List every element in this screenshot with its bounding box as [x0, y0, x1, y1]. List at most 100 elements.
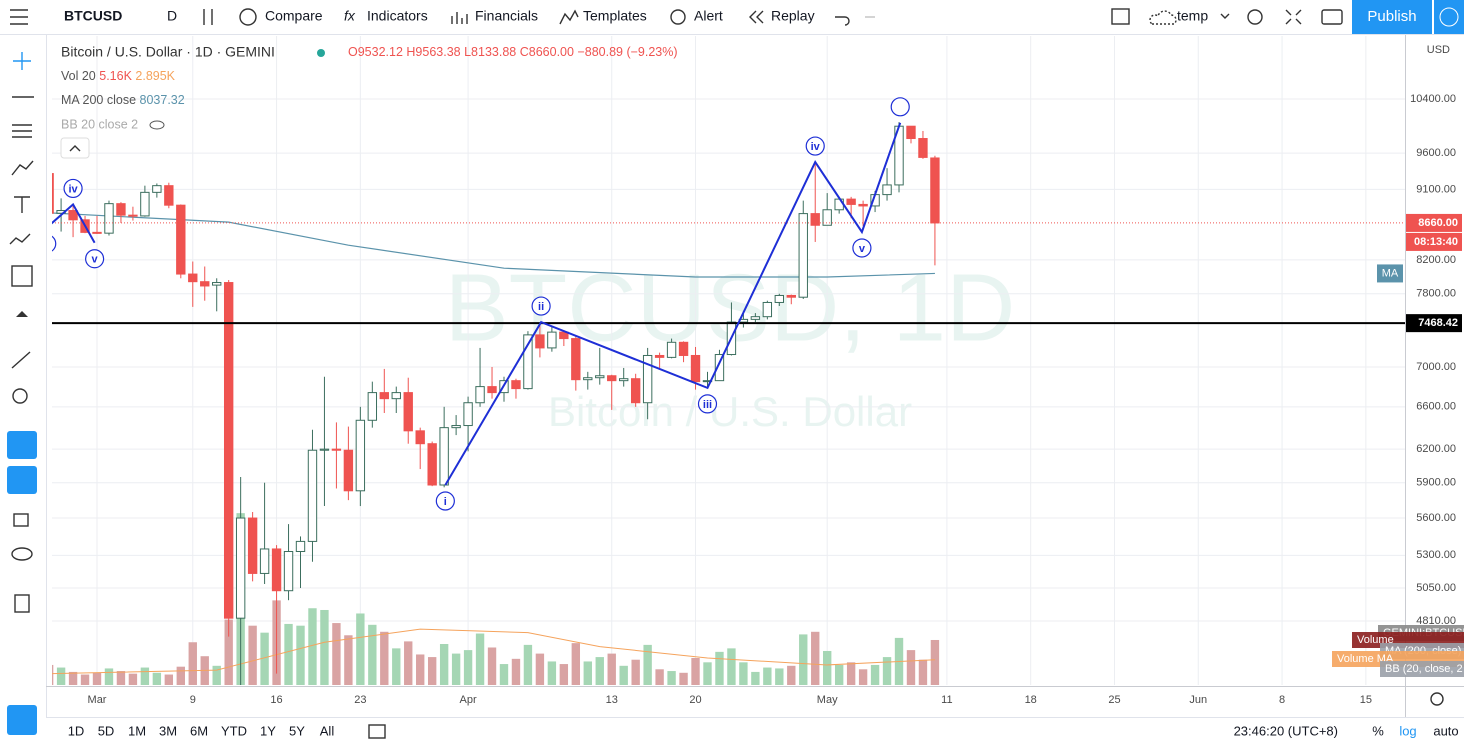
volume-bar: [715, 651, 724, 685]
x-tick-label: 25: [1108, 694, 1120, 706]
volume-bar: [248, 625, 257, 685]
candle-body: [92, 231, 102, 234]
volume-bar: [667, 671, 676, 685]
volume-bar: [92, 672, 102, 685]
volume-bar: [607, 653, 616, 685]
candle-body: [152, 185, 162, 193]
brush-tool[interactable]: [11, 160, 34, 176]
range[interactable]: 3M: [159, 723, 177, 738]
candle-body: [547, 331, 557, 349]
candle-body: [283, 550, 294, 592]
candle-body: [487, 386, 497, 394]
measure-tool[interactable]: [11, 351, 31, 369]
volume-bar: [212, 665, 221, 685]
candle-body: [511, 380, 521, 390]
range[interactable]: 5D: [98, 723, 115, 738]
magnet-tool[interactable]: [7, 431, 37, 459]
layout-icon[interactable]: [1111, 8, 1130, 25]
range[interactable]: 5Y: [289, 723, 305, 738]
toolbar-button[interactable]: Compare: [265, 8, 323, 24]
snapshot-icon[interactable]: [1321, 9, 1343, 25]
candle-body: [223, 282, 234, 619]
volume-bar: [751, 671, 760, 685]
candle-body: [822, 209, 832, 226]
goto-date[interactable]: [368, 724, 386, 739]
zoom-tool[interactable]: [12, 388, 28, 404]
hide-tool[interactable]: [11, 547, 33, 561]
candle-body: [331, 448, 342, 451]
publish-menu[interactable]: [1434, 0, 1464, 34]
y-tick-label: 6600.00: [1416, 401, 1456, 413]
fullscreen-icon[interactable]: [1285, 9, 1302, 25]
text-tool[interactable]: [14, 196, 30, 213]
volume-bar: [356, 613, 365, 685]
stay-drawing[interactable]: [7, 466, 37, 494]
volume-bar: [619, 665, 628, 685]
scale-option[interactable]: %: [1372, 723, 1384, 738]
favorites[interactable]: [7, 705, 37, 735]
axis-settings[interactable]: [1430, 692, 1444, 706]
range[interactable]: 1Y: [260, 723, 276, 738]
wave-badge: [435, 491, 455, 511]
candle-body: [259, 548, 270, 574]
interval[interactable]: D: [167, 8, 177, 24]
volume-bar: [811, 631, 820, 685]
settings-icon[interactable]: [1247, 9, 1263, 25]
range[interactable]: All: [320, 723, 335, 738]
volume-bar: [368, 624, 377, 685]
volume-bar: [535, 653, 545, 685]
toolbar-button[interactable]: Templates: [583, 8, 647, 24]
chart-type-icon[interactable]: [203, 9, 213, 25]
publish-button[interactable]: [1352, 0, 1432, 34]
layout-name[interactable]: temp: [1177, 8, 1208, 24]
candle-body: [630, 378, 641, 404]
candle-body: [654, 354, 665, 358]
hidden-icon[interactable]: [149, 120, 165, 130]
volume-bar: [882, 657, 892, 685]
volume-bar: [487, 647, 497, 685]
crosshair-tool[interactable]: [13, 52, 31, 70]
lock-tool[interactable]: [13, 513, 29, 527]
wave-label: v: [859, 243, 866, 255]
toolbar-button[interactable]: Replay: [771, 8, 815, 24]
scale-option[interactable]: auto: [1433, 723, 1458, 738]
volume-bar: [906, 650, 916, 685]
toolbar-button[interactable]: Alert: [694, 8, 723, 24]
range[interactable]: YTD: [221, 723, 247, 738]
symbol[interactable]: BTCUSD: [64, 8, 122, 24]
volume-bar: [152, 672, 162, 685]
candle-body: [176, 204, 186, 275]
range[interactable]: 6M: [190, 723, 208, 738]
y-tick-label: 5600.00: [1416, 512, 1456, 524]
x-tick-label: Apr: [460, 694, 477, 706]
volume-bar: [571, 643, 581, 685]
volume-bar: [834, 664, 844, 685]
prediction-tool[interactable]: [11, 265, 33, 287]
collapse-legend[interactable]: [60, 137, 90, 159]
range[interactable]: 1D: [68, 723, 85, 738]
compare-icon: [239, 8, 257, 26]
candle-body: [403, 392, 413, 432]
pane-legend-box: [1380, 661, 1464, 677]
range[interactable]: 1M: [128, 723, 146, 738]
templates-icon: [559, 9, 579, 25]
x-tick-label: May: [817, 694, 838, 706]
y-tick-label: 8200.00: [1416, 254, 1456, 266]
x-tick-label: 15: [1360, 694, 1372, 706]
pattern-tool[interactable]: [9, 233, 31, 245]
dropdown-icon: [1220, 13, 1230, 19]
toolbar-button[interactable]: Indicators: [367, 8, 428, 24]
volume-ma-line: [52, 628, 935, 675]
collapse[interactable]: [16, 311, 28, 317]
wave-badge: [52, 235, 57, 252]
fib-tool[interactable]: [12, 124, 32, 138]
volume-bar: [463, 650, 473, 685]
indicator: Vol 20 5.16K 2.895K: [61, 69, 176, 83]
candle-body: [786, 294, 796, 298]
toolbar-button[interactable]: Financials: [475, 8, 538, 24]
remove-tool[interactable]: [14, 594, 30, 613]
candle-body: [523, 334, 533, 390]
volume-bar: [451, 653, 461, 685]
scale-option[interactable]: log: [1399, 723, 1416, 738]
undo-icon[interactable]: [835, 16, 850, 26]
